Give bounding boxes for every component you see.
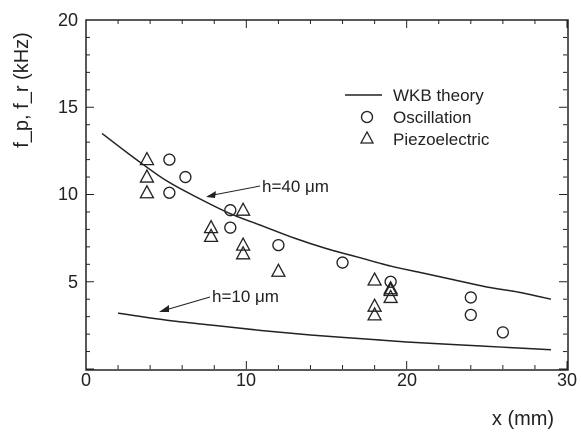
- legend-label-piezoelectric: Piezoelectric: [393, 130, 490, 149]
- piezoelectric-point: [383, 289, 399, 304]
- piezoelectric-point: [203, 219, 219, 234]
- piezoelectric-point: [235, 236, 251, 251]
- piezoelectric-point: [367, 297, 383, 312]
- legend-circle-swatch: [360, 110, 374, 124]
- x-axis-title: x (mm): [492, 408, 554, 430]
- piezoelectric-point: [270, 262, 286, 277]
- piezoelectric-point: [139, 168, 155, 183]
- oscillation-point: [464, 291, 477, 304]
- x-tick-label-20: 20: [397, 370, 417, 390]
- piezoelectric-point: [367, 306, 383, 321]
- x-tick-label-30: 30: [557, 370, 577, 390]
- annotation-arrow-h40: [207, 185, 261, 197]
- oscillation-point: [464, 308, 477, 322]
- y-tick-label-10: 10: [58, 184, 78, 204]
- oscillation-point: [163, 186, 176, 199]
- oscillation-point: [179, 170, 192, 184]
- annotation-arrowhead-h10: [159, 305, 169, 312]
- piezoelectric-point: [235, 245, 251, 260]
- annotation-h40: h=40 μm: [262, 177, 329, 196]
- legend-triangle-swatch: [359, 130, 375, 144]
- annotation-arrow-h10: [161, 296, 211, 312]
- piezoelectric-point: [383, 282, 399, 297]
- oscillation-point: [496, 326, 510, 339]
- wkb-curve-0: [101, 132, 552, 300]
- oscillation-point: [384, 275, 397, 288]
- y-axis-title: f_p, f_r (kHz): [11, 32, 33, 148]
- piezoelectric-point: [383, 280, 399, 295]
- oscillation-point: [336, 256, 349, 269]
- oscillation-point: [224, 204, 237, 217]
- piezoelectric-point: [235, 201, 251, 216]
- piezoelectric-point: [203, 228, 219, 243]
- legend-label-oscillation: Oscillation: [393, 108, 471, 127]
- piezoelectric-point: [139, 184, 155, 199]
- oscillation-point: [163, 153, 176, 166]
- piezoelectric-point: [139, 151, 155, 166]
- x-tick-label-0: 0: [81, 370, 91, 390]
- y-tick-label-5: 5: [68, 272, 78, 292]
- x-tick-label-10: 10: [236, 370, 256, 390]
- oscillation-point: [272, 238, 285, 252]
- annotation-h10: h=10 μm: [212, 287, 279, 306]
- wkb-theory-curves: [101, 132, 552, 351]
- y-tick-label-20: 20: [58, 10, 78, 30]
- data-markers: [139, 151, 510, 339]
- annotation-arrowhead-h40: [206, 191, 216, 198]
- oscillation-point: [224, 221, 237, 234]
- legend: WKB theory Oscillation Piezoelectric: [345, 86, 490, 149]
- piezoelectric-point: [367, 271, 383, 286]
- axis-ticks: [85, 19, 568, 370]
- y-tick-label-15: 15: [58, 97, 78, 117]
- legend-label-wkb: WKB theory: [393, 86, 484, 105]
- wkb-curve-1: [117, 312, 552, 351]
